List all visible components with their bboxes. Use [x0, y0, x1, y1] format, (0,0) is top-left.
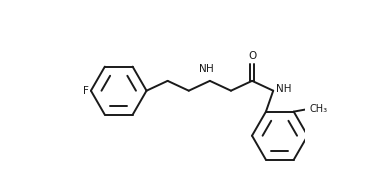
Text: N: N: [199, 64, 207, 74]
Text: F: F: [83, 86, 89, 96]
Text: CH₃: CH₃: [310, 104, 328, 114]
Text: O: O: [248, 51, 256, 61]
Text: H: H: [206, 64, 214, 74]
Text: NH: NH: [276, 84, 291, 94]
